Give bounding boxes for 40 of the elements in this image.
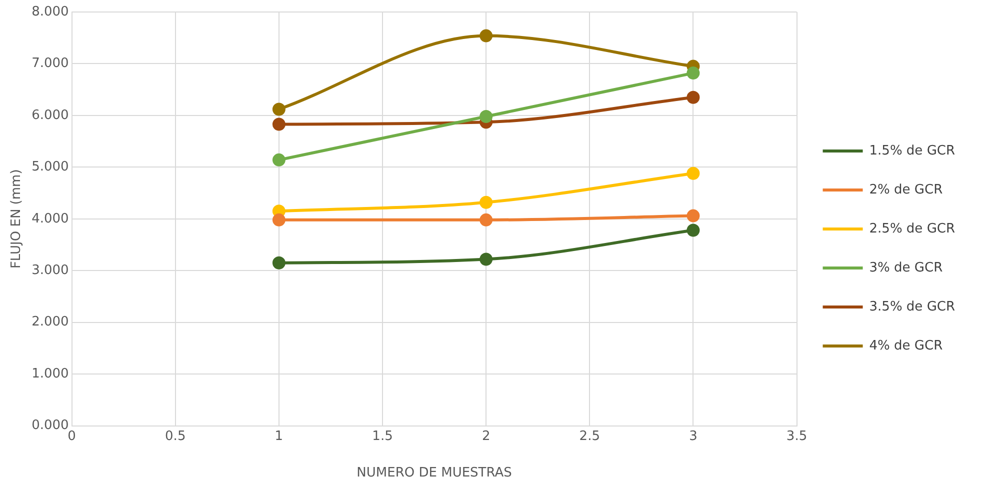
y-tick-label: 0.000	[32, 418, 69, 434]
legend-label: 4% de GCR	[869, 338, 943, 354]
legend-label: 2% de GCR	[869, 182, 943, 198]
x-tick-label: 1	[274, 428, 284, 444]
x-tick-label: 3.5	[786, 428, 808, 444]
x-tick-label: 1.5	[372, 428, 393, 444]
point	[272, 153, 286, 166]
x-tick-label: 0.5	[165, 428, 186, 444]
y-tick-label: 4.000	[32, 211, 69, 226]
x-axis-title: NUMERO DE MUESTRAS	[356, 466, 512, 481]
legend-label: 2.5% de GCR	[869, 221, 956, 236]
point	[480, 252, 493, 266]
point	[272, 118, 286, 131]
point	[686, 90, 700, 104]
y-tick-label: 2.000	[32, 314, 69, 330]
point	[272, 213, 286, 226]
y-tick-label: 5.000	[32, 160, 69, 175]
x-tick-label: 2.5	[579, 428, 600, 444]
legend-label: 3.5% de GCR	[869, 299, 956, 314]
x-tick-label: 3	[689, 428, 698, 444]
y-tick-label: 6.000	[32, 108, 69, 123]
legend-label: 3% de GCR	[869, 260, 943, 276]
point	[480, 110, 493, 123]
point	[686, 66, 700, 80]
point	[686, 166, 700, 180]
point	[686, 224, 700, 237]
legend-label: 1.5% de GCR	[869, 143, 956, 158]
x-tick-label: 2	[482, 428, 490, 444]
x-tick-label: 0	[68, 428, 76, 444]
y-axis-title: FLUJO EN (mm)	[9, 169, 24, 269]
y-tick-label: 8.000	[32, 4, 69, 20]
point	[480, 196, 493, 209]
point	[480, 29, 493, 42]
point	[480, 213, 493, 226]
point	[272, 102, 286, 116]
point	[272, 256, 286, 270]
y-tick-label: 7.000	[32, 56, 69, 72]
y-tick-label: 1.000	[32, 366, 69, 382]
point	[686, 209, 700, 222]
y-tick-label: 3.000	[32, 263, 69, 278]
